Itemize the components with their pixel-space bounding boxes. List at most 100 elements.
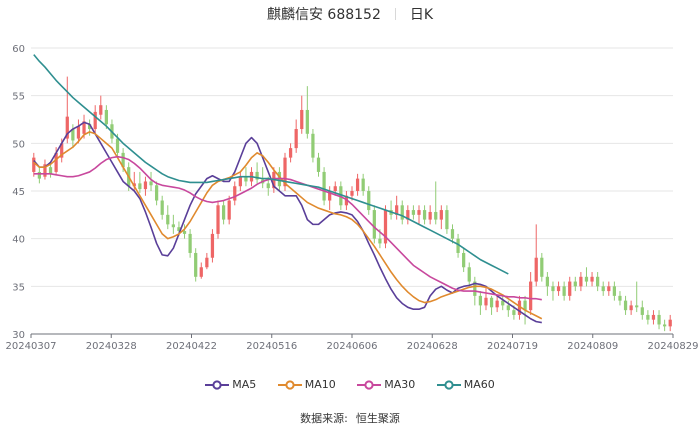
candle (99, 96, 102, 120)
candle-body (590, 277, 593, 282)
candle-body (289, 148, 292, 158)
candle-body (669, 320, 672, 327)
candle (144, 177, 147, 196)
candle (222, 201, 225, 225)
candle (172, 215, 175, 234)
candle-body (99, 105, 102, 115)
candle (389, 201, 392, 220)
candle-body (657, 315, 660, 325)
candle-body (267, 183, 270, 188)
candle-body (367, 191, 370, 210)
source-label: 数据来源: (300, 412, 348, 425)
x-tick-label: 20240628 (407, 341, 458, 352)
candle-body (334, 186, 337, 191)
legend-marker-ma5 (205, 380, 229, 390)
candle (306, 86, 309, 138)
series-line-ma5 (34, 122, 542, 322)
candle (540, 253, 543, 282)
candle-body (596, 277, 599, 287)
candle (551, 282, 554, 301)
candle (406, 205, 409, 224)
candle (194, 248, 197, 281)
x-tick-label: 20240307 (6, 341, 57, 352)
candle (412, 205, 415, 219)
candle (535, 224, 538, 286)
candle (373, 205, 376, 243)
candle (563, 282, 566, 301)
candle-body (300, 110, 303, 129)
candle (205, 253, 208, 269)
legend-item-ma60[interactable]: MA60 (437, 378, 495, 391)
candle (423, 205, 426, 224)
candle-body (200, 267, 203, 277)
candle-body (149, 181, 152, 185)
candle-body (579, 277, 582, 287)
candle (289, 143, 292, 162)
candle-body (350, 191, 353, 196)
candle (228, 196, 231, 225)
y-tick-label: 30 (12, 330, 25, 341)
candle-body (116, 139, 119, 153)
y-tick-label: 45 (12, 187, 25, 198)
legend-marker-ma60 (437, 380, 461, 390)
candle-body (417, 210, 420, 215)
candle (395, 196, 398, 220)
candle (440, 205, 443, 229)
candle-body (646, 315, 649, 320)
candle-body (440, 210, 443, 220)
candle (479, 291, 482, 315)
candle-body (144, 181, 147, 189)
legend-marker-ma30 (357, 380, 381, 390)
candle-body (512, 310, 515, 315)
data-source: 数据来源: 恒生聚源 (0, 410, 700, 426)
candle-body (239, 177, 242, 187)
candle (216, 201, 219, 239)
x-tick-label: 20240422 (166, 341, 217, 352)
legend-label-ma60: MA60 (464, 378, 495, 391)
candle (233, 181, 236, 205)
candle-body (429, 212, 432, 220)
candle-body (434, 212, 437, 220)
candle (211, 229, 214, 262)
candle (255, 162, 258, 183)
candle-body (216, 205, 219, 234)
candle (317, 153, 320, 177)
candle-body (557, 286, 560, 291)
candle-body (630, 305, 633, 310)
candle (618, 291, 621, 305)
candle (590, 272, 593, 286)
candle (94, 105, 97, 134)
candle-body (546, 277, 549, 287)
candle-body (38, 172, 41, 179)
candle-body (172, 224, 175, 227)
candle-body (574, 282, 577, 287)
candle-body (138, 183, 141, 189)
candle-body (155, 185, 158, 200)
candle-body (306, 110, 309, 134)
candle-body (624, 301, 627, 311)
candle (468, 263, 471, 287)
legend-item-ma5[interactable]: MA5 (205, 378, 256, 391)
candle (669, 315, 672, 331)
candle (462, 248, 465, 272)
candle-body (445, 210, 448, 229)
candle-body (484, 298, 487, 306)
candle (149, 172, 152, 191)
candle (579, 272, 582, 291)
x-tick-label: 20240606 (327, 341, 378, 352)
candle-body (585, 277, 588, 282)
candle-body (529, 282, 532, 311)
candle (613, 282, 616, 301)
legend-item-ma30[interactable]: MA30 (357, 378, 415, 391)
legend-item-ma10[interactable]: MA10 (278, 378, 336, 391)
series-line-ma30 (34, 157, 542, 300)
candle (445, 205, 448, 234)
candle-body (535, 258, 538, 282)
candle-body (641, 307, 644, 315)
candle-body (507, 305, 510, 310)
candle (417, 205, 420, 224)
candle (496, 296, 499, 312)
candle-body (77, 126, 80, 138)
candle-body (222, 205, 225, 219)
source-provider: 恒生聚源 (356, 412, 400, 425)
